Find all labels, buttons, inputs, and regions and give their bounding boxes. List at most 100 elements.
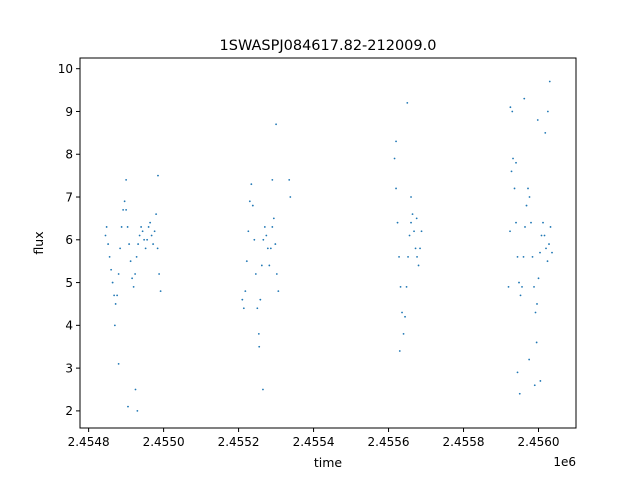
data-point <box>159 290 162 293</box>
data-point <box>516 371 519 374</box>
data-point <box>248 200 251 203</box>
data-point <box>135 256 138 258</box>
data-point <box>114 303 117 305</box>
data-point <box>519 294 522 297</box>
x-tick-label: 2.4560 <box>518 435 560 449</box>
data-point <box>401 311 403 314</box>
data-point <box>107 243 110 245</box>
data-point <box>509 230 511 233</box>
data-point <box>158 273 161 275</box>
data-point <box>516 256 519 258</box>
data-point <box>147 226 150 228</box>
data-point <box>125 208 128 211</box>
data-point <box>528 358 531 361</box>
x-tick-label: 2.4552 <box>218 435 260 449</box>
data-point <box>408 234 411 237</box>
data-point <box>539 380 542 382</box>
data-point <box>551 251 553 254</box>
data-point <box>265 234 268 237</box>
data-point <box>262 238 265 241</box>
data-point <box>123 200 126 203</box>
y-axis-label: flux <box>31 231 46 254</box>
data-point <box>413 230 415 233</box>
data-point <box>247 230 250 233</box>
data-point <box>536 119 539 121</box>
data-point <box>141 230 144 233</box>
data-point <box>111 281 114 284</box>
data-point <box>524 226 526 228</box>
data-point <box>275 123 277 126</box>
data-point <box>125 179 128 181</box>
data-point <box>395 140 397 143</box>
data-point <box>402 333 405 335</box>
data-point <box>113 324 116 327</box>
data-point <box>254 273 257 275</box>
plot-frame <box>79 57 577 429</box>
data-point <box>241 298 244 301</box>
data-point <box>411 213 414 216</box>
data-point <box>544 131 547 134</box>
data-point <box>545 247 547 250</box>
data-point <box>533 384 536 387</box>
data-point <box>251 204 254 207</box>
y-tick-label: 7 <box>65 190 73 204</box>
data-point <box>515 221 517 224</box>
data-point <box>395 187 397 190</box>
data-point <box>272 217 275 220</box>
data-point <box>518 392 521 395</box>
data-point <box>542 221 544 224</box>
data-point <box>129 260 132 263</box>
data-point <box>244 290 247 293</box>
data-point <box>509 106 512 109</box>
y-tick-label: 3 <box>65 361 73 375</box>
data-point <box>104 234 107 237</box>
data-point <box>245 260 248 263</box>
x-axis: 2.4548 2.4550 2.4552 2.4554 2.4556 2.4558 2.45… <box>68 428 560 449</box>
data-point <box>533 285 535 288</box>
data-point <box>511 110 514 113</box>
data-point <box>134 388 137 391</box>
data-point <box>540 234 543 237</box>
data-point <box>531 256 534 258</box>
data-point <box>420 230 423 233</box>
data-point <box>128 243 131 245</box>
data-point <box>105 226 108 228</box>
x-tick-label: 2.4556 <box>368 435 410 449</box>
data-point <box>515 161 517 164</box>
data-point <box>253 238 256 241</box>
data-point <box>289 196 292 198</box>
data-point <box>396 221 399 224</box>
y-axis: 2 3 4 5 6 7 8 9 10 <box>58 62 80 418</box>
data-point <box>537 277 540 280</box>
data-point <box>258 345 261 348</box>
data-point <box>398 350 401 352</box>
data-point <box>157 174 159 177</box>
data-point <box>126 226 129 228</box>
chart-title: 1SWASPJ084617.82-212009.0 <box>220 38 437 54</box>
data-point <box>143 238 146 241</box>
data-point <box>117 362 120 365</box>
data-point <box>146 238 149 241</box>
y-tick-label: 5 <box>65 276 73 290</box>
data-point <box>136 409 139 412</box>
y-tick-label: 2 <box>65 404 73 418</box>
data-point <box>152 243 155 245</box>
data-point <box>407 256 409 258</box>
data-point <box>399 285 402 288</box>
data-point <box>263 226 266 228</box>
y-tick-label: 8 <box>65 148 73 162</box>
x-tick-label: 2.4558 <box>443 435 485 449</box>
data-point <box>119 247 122 250</box>
data-point <box>277 290 280 293</box>
data-point <box>530 221 532 224</box>
data-point <box>275 273 278 275</box>
data-point <box>117 273 120 275</box>
data-point <box>510 170 513 173</box>
data-point <box>416 256 418 258</box>
data-point <box>131 277 134 280</box>
data-point <box>110 268 113 271</box>
data-point <box>549 226 552 228</box>
data-point <box>132 285 135 288</box>
data-point <box>268 264 271 267</box>
